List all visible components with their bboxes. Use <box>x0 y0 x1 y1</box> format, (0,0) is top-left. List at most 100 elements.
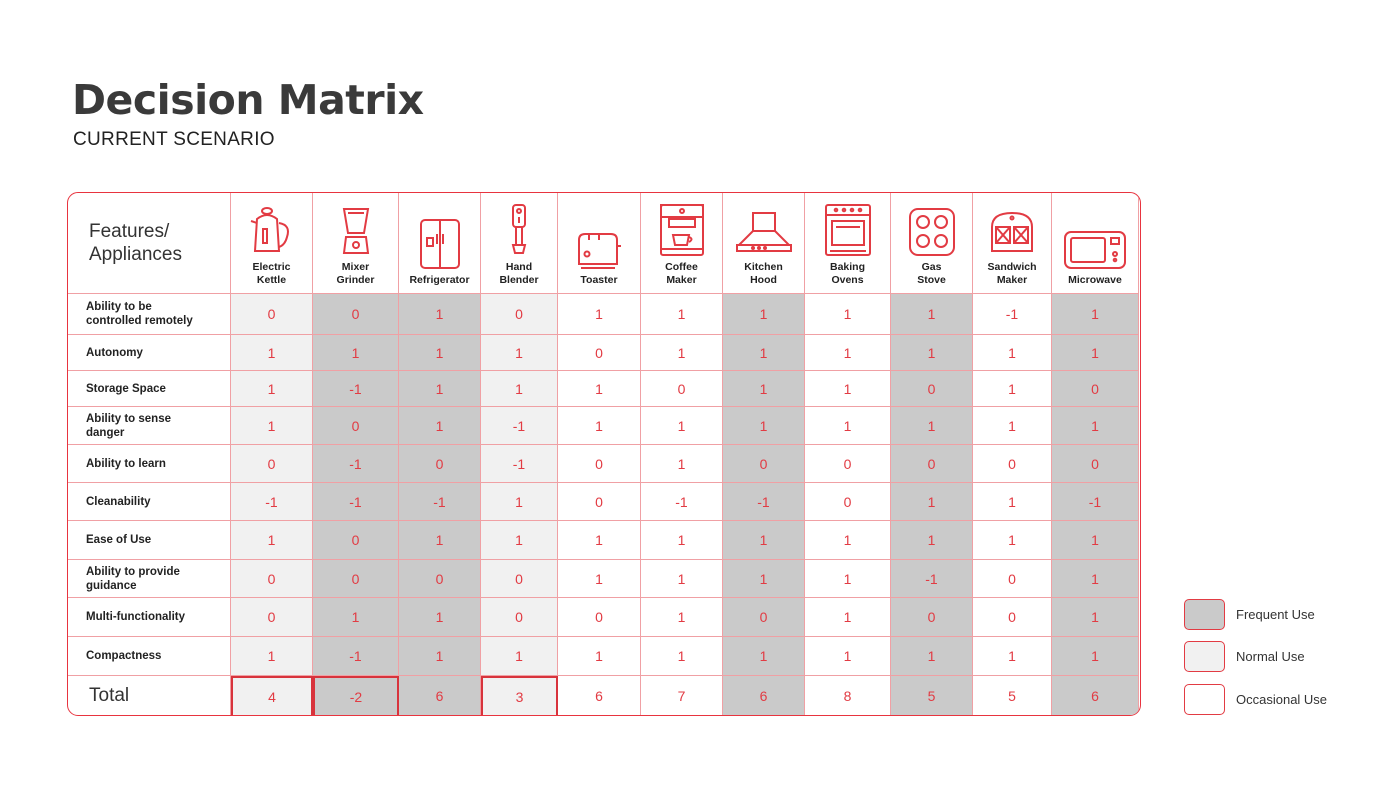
score-value: 0 <box>351 532 360 548</box>
score-value: 1 <box>759 380 768 397</box>
score-value: 1 <box>595 417 603 434</box>
feature-label: Multi-functionality <box>68 598 231 637</box>
score-value: 1 <box>759 417 768 434</box>
score-value: 1 <box>267 380 276 397</box>
score-cell: 1 <box>973 521 1052 560</box>
feature-label: Ability to be controlled remotely <box>68 294 231 335</box>
score-value: 1 <box>351 609 360 625</box>
score-cell: 1 <box>558 294 641 335</box>
score-value: 1 <box>927 532 936 548</box>
appliance-name: Microwave <box>1068 274 1122 286</box>
score-value: 0 <box>927 609 936 625</box>
total-cell: 6 <box>723 676 805 715</box>
page-subtitle: CURRENT SCENARIO <box>73 129 275 150</box>
appliance-header: Microwave <box>1052 193 1139 294</box>
score-cell: 1 <box>805 560 891 598</box>
score-value: 1 <box>1091 609 1099 625</box>
score-cell: 0 <box>313 294 399 335</box>
score-value: -1 <box>349 648 362 664</box>
score-value: 1 <box>515 648 523 664</box>
score-value: -1 <box>349 493 362 510</box>
score-cell: 1 <box>805 335 891 371</box>
total-cell: 3 <box>481 676 558 715</box>
score-cell: 1 <box>891 521 973 560</box>
total-value: 6 <box>759 688 768 704</box>
score-cell: 1 <box>399 521 481 560</box>
appliance-name: Sandwich Maker <box>987 261 1037 286</box>
score-cell: -1 <box>399 483 481 521</box>
legend-item-frequent: Frequent Use <box>1184 599 1354 631</box>
score-value: -1 <box>349 380 362 397</box>
score-value: 1 <box>1008 648 1016 664</box>
score-cell: 1 <box>723 371 805 407</box>
total-cell: 7 <box>641 676 723 715</box>
score-value: 1 <box>595 306 603 322</box>
corner-label: Features/Appliances <box>89 221 182 265</box>
score-value: 0 <box>267 306 276 322</box>
score-cell: 1 <box>558 371 641 407</box>
score-cell: 1 <box>231 407 313 445</box>
total-cell: 5 <box>891 676 973 715</box>
score-cell: 1 <box>641 294 723 335</box>
score-value: -1 <box>757 493 770 510</box>
score-cell: 1 <box>891 294 973 335</box>
score-value: 1 <box>1091 648 1099 664</box>
score-cell: 1 <box>723 637 805 676</box>
hand-blender-icon <box>507 203 531 257</box>
score-value: 0 <box>759 609 768 625</box>
score-cell: 0 <box>231 294 313 335</box>
decision-matrix-table: Features/Appliances Electric Kettle Mixer Gr… <box>67 192 1141 716</box>
score-value: 1 <box>435 532 444 548</box>
score-cell: 1 <box>313 598 399 637</box>
score-cell: 1 <box>481 371 558 407</box>
score-value: 1 <box>1091 306 1099 322</box>
score-cell: 1 <box>973 371 1052 407</box>
appliance-header: Sandwich Maker <box>973 193 1052 294</box>
sandwich-maker-icon <box>988 209 1036 257</box>
total-value: -2 <box>349 688 363 705</box>
score-cell: 1 <box>481 483 558 521</box>
score-value: 1 <box>677 344 686 361</box>
score-value: 1 <box>759 306 768 322</box>
score-value: 1 <box>677 648 686 664</box>
score-cell: 1 <box>973 483 1052 521</box>
score-value: 1 <box>843 570 852 587</box>
score-cell: 1 <box>481 335 558 371</box>
score-cell: 0 <box>973 598 1052 637</box>
appliance-header: Baking Ovens <box>805 193 891 294</box>
score-cell: 1 <box>891 637 973 676</box>
score-value: 0 <box>267 455 276 472</box>
score-value: 1 <box>677 532 686 548</box>
score-value: 1 <box>1091 417 1099 434</box>
score-cell: 0 <box>481 560 558 598</box>
score-value: 0 <box>267 609 276 625</box>
score-value: 1 <box>927 306 936 322</box>
score-value: 1 <box>435 380 444 397</box>
score-value: 1 <box>515 532 523 548</box>
score-value: 0 <box>595 609 603 625</box>
total-value: 4 <box>268 688 276 705</box>
score-cell: 1 <box>805 637 891 676</box>
appliance-name: Electric Kettle <box>252 261 291 286</box>
score-cell: 1 <box>558 560 641 598</box>
score-value: 1 <box>1008 493 1016 510</box>
legend-swatch <box>1184 599 1225 630</box>
appliance-header: Coffee Maker <box>641 193 723 294</box>
score-value: 1 <box>515 344 523 361</box>
score-value: -1 <box>433 493 446 510</box>
coffee-maker-icon <box>659 203 705 257</box>
score-cell: 1 <box>399 294 481 335</box>
microwave-icon <box>1063 230 1127 270</box>
score-value: 0 <box>1008 455 1016 472</box>
score-cell: 0 <box>313 521 399 560</box>
score-value: 0 <box>267 570 276 587</box>
feature-label: Compactness <box>68 637 231 676</box>
appliance-header: Hand Blender <box>481 193 558 294</box>
score-value: 1 <box>595 648 603 664</box>
total-value: 7 <box>677 688 686 704</box>
refrigerator-icon <box>417 218 463 270</box>
score-cell: 1 <box>641 637 723 676</box>
score-value: 1 <box>1008 344 1016 361</box>
legend-item-occasional: Occasional Use <box>1184 684 1354 716</box>
total-label: Total <box>68 676 231 715</box>
